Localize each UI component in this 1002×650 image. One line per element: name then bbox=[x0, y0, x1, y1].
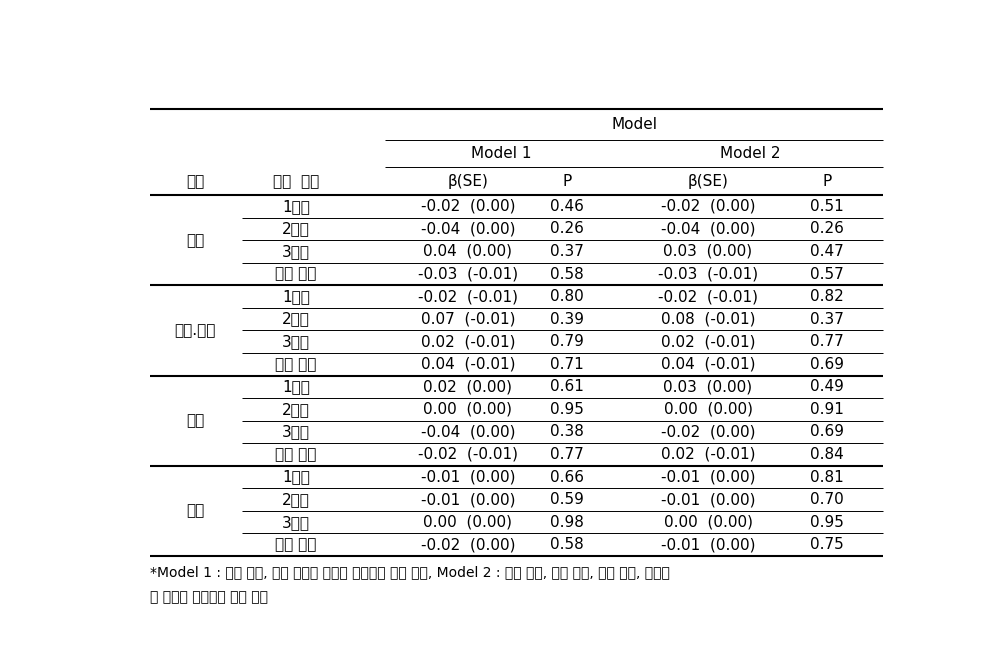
Text: 0.37: 0.37 bbox=[810, 311, 844, 327]
Text: 0.04  (-0.01): 0.04 (-0.01) bbox=[660, 357, 756, 372]
Text: -0.04  (0.00): -0.04 (0.00) bbox=[421, 222, 515, 237]
Text: -0.02  (0.00): -0.02 (0.00) bbox=[660, 199, 756, 214]
Text: 0.00  (0.00): 0.00 (0.00) bbox=[423, 402, 512, 417]
Text: 1분기: 1분기 bbox=[282, 469, 310, 484]
Text: -0.01  (0.00): -0.01 (0.00) bbox=[660, 469, 756, 484]
Text: 천안.아산: 천안.아산 bbox=[174, 323, 215, 338]
Text: 0.57: 0.57 bbox=[810, 266, 844, 281]
Text: 전체 기간: 전체 기간 bbox=[276, 538, 317, 552]
Text: *Model 1 : 임신 주수, 태아 성별을 보정한 다중선형 회귀 분석, Model 2 : 산모 나이, 임신 주수, 태아 성별, 출생수: *Model 1 : 임신 주수, 태아 성별을 보정한 다중선형 회귀 분석,… bbox=[150, 566, 670, 579]
Text: 0.77: 0.77 bbox=[550, 447, 584, 462]
Text: -0.03  (-0.01): -0.03 (-0.01) bbox=[418, 266, 518, 281]
Text: 0.95: 0.95 bbox=[810, 515, 844, 530]
Text: -0.02  (-0.01): -0.02 (-0.01) bbox=[418, 289, 518, 304]
Text: 임신  기간: 임신 기간 bbox=[273, 174, 319, 188]
Text: 0.38: 0.38 bbox=[550, 424, 584, 439]
Text: 0.75: 0.75 bbox=[810, 538, 844, 552]
Text: 1분기: 1분기 bbox=[282, 199, 310, 214]
Text: 전체: 전체 bbox=[186, 503, 204, 519]
Text: 2분기: 2분기 bbox=[282, 492, 310, 507]
Text: 2분기: 2분기 bbox=[282, 402, 310, 417]
Text: 0.08  (-0.01): 0.08 (-0.01) bbox=[660, 311, 756, 327]
Text: 0.80: 0.80 bbox=[550, 289, 584, 304]
Text: 3분기: 3분기 bbox=[282, 424, 310, 439]
Text: 0.02  (-0.01): 0.02 (-0.01) bbox=[421, 334, 515, 349]
Text: 도시: 도시 bbox=[186, 174, 204, 188]
Text: 3분기: 3분기 bbox=[282, 515, 310, 530]
Text: 0.00  (0.00): 0.00 (0.00) bbox=[663, 402, 753, 417]
Text: -0.04  (0.00): -0.04 (0.00) bbox=[421, 424, 515, 439]
Text: 0.00  (0.00): 0.00 (0.00) bbox=[663, 515, 753, 530]
Text: 0.51: 0.51 bbox=[810, 199, 844, 214]
Text: 0.37: 0.37 bbox=[550, 244, 584, 259]
Text: 0.02  (-0.01): 0.02 (-0.01) bbox=[660, 334, 756, 349]
Text: 전체 기간: 전체 기간 bbox=[276, 447, 317, 462]
Text: 0.47: 0.47 bbox=[810, 244, 844, 259]
Text: 0.79: 0.79 bbox=[550, 334, 584, 349]
Text: 0.71: 0.71 bbox=[550, 357, 584, 372]
Text: 0.69: 0.69 bbox=[810, 424, 844, 439]
Text: -0.02  (0.00): -0.02 (0.00) bbox=[421, 199, 515, 214]
Text: 0.39: 0.39 bbox=[550, 311, 584, 327]
Text: 전체 기간: 전체 기간 bbox=[276, 266, 317, 281]
Text: 0.77: 0.77 bbox=[810, 334, 844, 349]
Text: -0.03  (-0.01): -0.03 (-0.01) bbox=[658, 266, 759, 281]
Text: 서울: 서울 bbox=[186, 233, 204, 248]
Text: -0.01  (0.00): -0.01 (0.00) bbox=[421, 492, 515, 507]
Text: P: P bbox=[822, 174, 832, 188]
Text: 0.00  (0.00): 0.00 (0.00) bbox=[423, 515, 512, 530]
Text: 0.59: 0.59 bbox=[550, 492, 584, 507]
Text: 0.84: 0.84 bbox=[810, 447, 844, 462]
Text: 0.02  (-0.01): 0.02 (-0.01) bbox=[660, 447, 756, 462]
Text: -0.01  (0.00): -0.01 (0.00) bbox=[421, 469, 515, 484]
Text: 0.82: 0.82 bbox=[810, 289, 844, 304]
Text: -0.02  (0.00): -0.02 (0.00) bbox=[421, 538, 515, 552]
Text: 0.70: 0.70 bbox=[810, 492, 844, 507]
Text: 0.58: 0.58 bbox=[550, 266, 584, 281]
Text: 0.66: 0.66 bbox=[550, 469, 584, 484]
Text: 0.98: 0.98 bbox=[550, 515, 584, 530]
Text: 0.58: 0.58 bbox=[550, 538, 584, 552]
Text: 0.81: 0.81 bbox=[810, 469, 844, 484]
Text: 0.07  (-0.01): 0.07 (-0.01) bbox=[421, 311, 515, 327]
Text: 0.61: 0.61 bbox=[550, 380, 584, 395]
Text: 0.49: 0.49 bbox=[810, 380, 844, 395]
Text: 0.46: 0.46 bbox=[550, 199, 584, 214]
Text: 3분기: 3분기 bbox=[282, 334, 310, 349]
Text: Model: Model bbox=[611, 117, 657, 132]
Text: 0.26: 0.26 bbox=[550, 222, 584, 237]
Text: 0.02  (0.00): 0.02 (0.00) bbox=[423, 380, 512, 395]
Text: 0.03  (0.00): 0.03 (0.00) bbox=[663, 244, 753, 259]
Text: 3분기: 3분기 bbox=[282, 244, 310, 259]
Text: 0.03  (0.00): 0.03 (0.00) bbox=[663, 380, 753, 395]
Text: 0.69: 0.69 bbox=[810, 357, 844, 372]
Text: 2분기: 2분기 bbox=[282, 311, 310, 327]
Text: 0.04  (-0.01): 0.04 (-0.01) bbox=[421, 357, 515, 372]
Text: 전체 기간: 전체 기간 bbox=[276, 357, 317, 372]
Text: Model 2: Model 2 bbox=[720, 146, 781, 161]
Text: -0.01  (0.00): -0.01 (0.00) bbox=[660, 492, 756, 507]
Text: -0.02  (0.00): -0.02 (0.00) bbox=[660, 424, 756, 439]
Text: -0.02  (-0.01): -0.02 (-0.01) bbox=[658, 289, 759, 304]
Text: 를 보정한 다중선형 회귀 분석: 를 보정한 다중선형 회귀 분석 bbox=[150, 590, 269, 604]
Text: P: P bbox=[562, 174, 571, 188]
Text: β(SE): β(SE) bbox=[447, 174, 488, 188]
Text: 1분기: 1분기 bbox=[282, 289, 310, 304]
Text: β(SE): β(SE) bbox=[687, 174, 728, 188]
Text: 0.04  (0.00): 0.04 (0.00) bbox=[423, 244, 512, 259]
Text: -0.01  (0.00): -0.01 (0.00) bbox=[660, 538, 756, 552]
Text: 1분기: 1분기 bbox=[282, 380, 310, 395]
Text: 2분기: 2분기 bbox=[282, 222, 310, 237]
Text: Model 1: Model 1 bbox=[471, 146, 532, 161]
Text: 0.26: 0.26 bbox=[810, 222, 844, 237]
Text: 0.95: 0.95 bbox=[550, 402, 584, 417]
Text: -0.02  (-0.01): -0.02 (-0.01) bbox=[418, 447, 518, 462]
Text: 울산: 울산 bbox=[186, 413, 204, 428]
Text: -0.04  (0.00): -0.04 (0.00) bbox=[660, 222, 756, 237]
Text: 0.91: 0.91 bbox=[810, 402, 844, 417]
